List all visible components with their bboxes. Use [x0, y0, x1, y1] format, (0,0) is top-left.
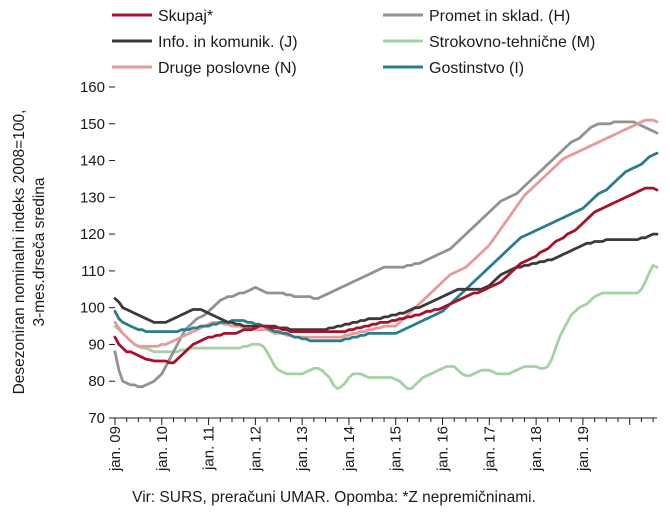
legend-label: Druge poslovne (N) [158, 60, 297, 77]
y-tick-label: 160 [80, 79, 105, 96]
x-tick-label: jan. 18 [528, 426, 545, 472]
y-axis-title-line-2: 3-mes.drseča sredina [31, 177, 48, 326]
y-axis: 70 80 90 100 110 120 130 140 150 160 [80, 79, 115, 427]
legend-label: Strokovno-tehnične (M) [429, 34, 595, 51]
y-tick-label: 100 [80, 300, 105, 317]
y-tick-label: 130 [80, 189, 105, 206]
series-line-0 [113, 186, 659, 365]
series-line-5 [113, 151, 659, 343]
series-line-2 [113, 232, 659, 332]
x-tick-label: jan. 13 [294, 426, 311, 472]
y-axis-title: Desezoniran nominalni indeks 2008=100, 3… [11, 110, 48, 395]
legend-item: Gostinstvo (I) [383, 60, 524, 77]
x-tick-label: jan. 14 [341, 426, 358, 472]
x-tick-label: jan. 12 [247, 426, 264, 472]
y-tick-label: 150 [80, 116, 105, 133]
y-tick-label: 70 [88, 410, 105, 427]
y-tick-label: 80 [88, 373, 105, 390]
legend-item: Info. in komunik. (J) [112, 34, 298, 51]
legend-item: Strokovno-tehnične (M) [383, 34, 595, 51]
x-tick-label: jan. 11 [201, 426, 218, 471]
legend-label: Info. in komunik. (J) [158, 34, 298, 51]
legend-label: Promet in sklad. (H) [429, 8, 570, 25]
legend-item: Skupaj* [112, 8, 213, 25]
x-tick-label: jan. 19 [575, 426, 592, 472]
series-line-3 [113, 264, 659, 390]
legend: Skupaj* Promet in sklad. (H) Info. in komu… [112, 8, 595, 77]
x-tick-label: jan. 15 [388, 426, 405, 472]
source-note: Vir: SURS, preračuni UMAR. Opomba: *Z ne… [132, 489, 536, 506]
legend-label: Gostinstvo (I) [429, 60, 524, 77]
x-axis: jan. 09 jan. 10 jan. 11 jan. 12 jan. 13 jan. … [107, 417, 657, 472]
y-axis-title-line-1: Desezoniran nominalni indeks 2008=100, [11, 110, 28, 395]
y-tick-label: 90 [88, 336, 105, 353]
x-tick-label: jan. 10 [154, 426, 171, 472]
x-tick-label: jan. 09 [107, 426, 124, 472]
x-tick-label: jan. 17 [481, 426, 498, 472]
series-line-1 [113, 120, 659, 389]
legend-item: Promet in sklad. (H) [383, 8, 570, 25]
legend-item: Druge poslovne (N) [112, 60, 297, 77]
y-tick-label: 140 [80, 153, 105, 170]
y-tick-label: 120 [80, 226, 105, 243]
y-tick-label: 110 [81, 263, 105, 280]
plot-area [113, 118, 659, 390]
legend-label: Skupaj* [158, 8, 213, 25]
x-tick-label: jan. 16 [435, 426, 452, 472]
